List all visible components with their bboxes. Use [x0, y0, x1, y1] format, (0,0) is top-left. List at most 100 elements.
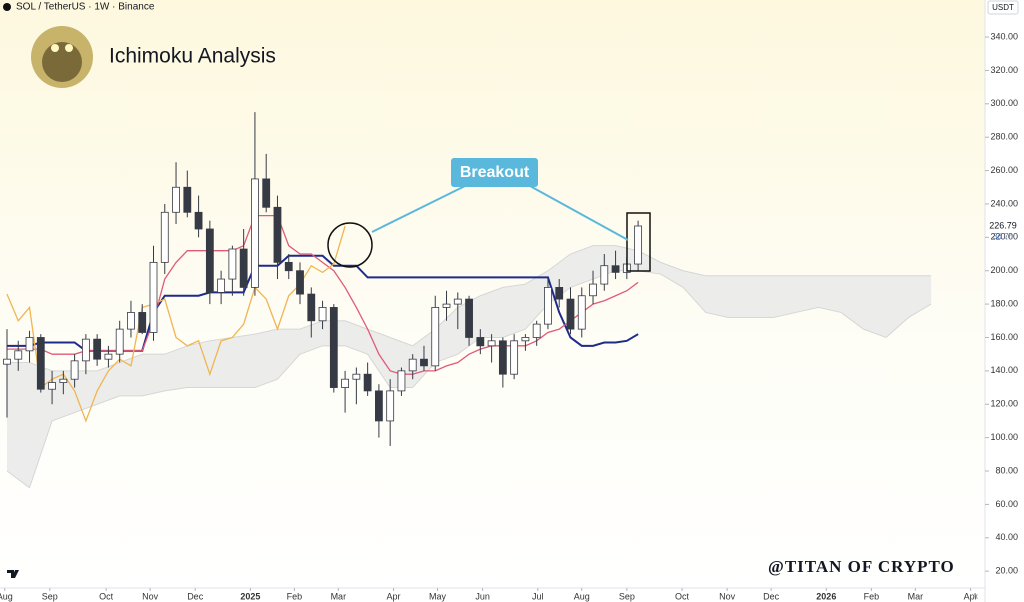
annotation-line [371, 185, 466, 233]
y-tick-label: 200.00 [990, 265, 1018, 275]
x-tick-label: Jul [532, 591, 544, 601]
candle-body [127, 312, 135, 330]
x-tick-label: Dec [187, 591, 204, 601]
candle-body [566, 298, 575, 330]
x-tick-label: Aug [574, 591, 590, 601]
candle-body [205, 228, 214, 293]
candle-body [341, 378, 349, 388]
candle-body [25, 337, 34, 352]
candle-body [138, 312, 147, 333]
candle-body [251, 178, 259, 288]
x-tick-label: Oct [675, 591, 690, 601]
candle-body [352, 373, 361, 380]
x-tick-label: Sep [42, 591, 58, 601]
annotation: Breakout [460, 164, 530, 181]
candle-body [634, 225, 643, 265]
x-tick-label: Feb [864, 591, 880, 601]
x-tick-label: Dec [763, 591, 780, 601]
candle-body [453, 298, 462, 305]
candle-body [104, 353, 113, 360]
x-tick-label: 2025 [240, 591, 260, 601]
x-tick-label: Jun [475, 591, 490, 601]
candle-body [532, 323, 541, 338]
candle-body [81, 338, 90, 362]
candle-body [217, 278, 226, 293]
candle-body [296, 270, 304, 295]
candle-body [363, 373, 372, 392]
candle-body [465, 298, 473, 338]
candle-body [498, 340, 507, 375]
y-tick-label: 160.00 [990, 332, 1018, 342]
price-axis [985, 0, 1024, 602]
logo [7, 570, 19, 578]
candle-body [577, 295, 586, 330]
countdown: 3d 7h [993, 232, 1013, 241]
y-tick-label: 240.00 [990, 198, 1018, 208]
candle-body [318, 307, 327, 322]
candle-body [262, 178, 271, 208]
auto-scale-button[interactable]: A [972, 592, 978, 601]
candle-body [14, 350, 23, 360]
candle-body [374, 390, 383, 422]
candle-body [487, 340, 496, 347]
candle-body [93, 338, 102, 360]
x-tick-label: Apr [387, 591, 401, 601]
y-tick-label: 280.00 [990, 132, 1018, 142]
candle-body [115, 328, 124, 355]
candle-body [420, 358, 428, 367]
x-tick-label: Oct [99, 591, 114, 601]
watermark: @TITAN OF CRYPTO [768, 557, 955, 576]
candle-body [544, 287, 552, 325]
x-tick-label: 2026 [816, 591, 836, 601]
candle-body [589, 283, 597, 297]
candle-body [70, 360, 79, 380]
y-tick-label: 140.00 [990, 365, 1018, 375]
candle-body [555, 287, 564, 300]
y-tick-label: 20.00 [995, 566, 1018, 576]
avatar [42, 42, 82, 82]
chart-title: Ichimoku Analysis [109, 45, 276, 68]
symbol-icon [3, 3, 11, 11]
candle-body [273, 206, 282, 263]
x-tick-label: Nov [142, 591, 159, 601]
candle-body [284, 261, 293, 272]
y-tick-label: 260.00 [990, 165, 1018, 175]
last-price-label: 226.79 [989, 220, 1017, 230]
candle-body [510, 340, 519, 375]
currency[interactable]: USDT [992, 3, 1014, 12]
candle-body [442, 303, 451, 308]
candle-body [431, 307, 440, 367]
candle-body [149, 261, 158, 333]
candle-body [386, 390, 395, 422]
candle-body [408, 358, 417, 372]
x-tick-label: Feb [287, 591, 303, 601]
highlight-box [626, 212, 651, 272]
candle-body [172, 186, 180, 213]
y-tick-label: 320.00 [990, 65, 1018, 75]
x-tick-label: May [429, 591, 447, 601]
cloud-edge [6, 270, 932, 489]
y-tick-label: 80.00 [995, 465, 1018, 475]
currency-box[interactable] [987, 0, 1019, 15]
annotation-line [529, 185, 629, 241]
y-tick-label: 300.00 [990, 98, 1018, 108]
highlight-circle [327, 222, 373, 268]
candle-body [476, 337, 485, 347]
x-tick-label: Mar [908, 591, 924, 601]
candle-body [59, 378, 68, 383]
candle-body [160, 211, 169, 263]
candle-body [611, 265, 620, 273]
symbol-header[interactable]: SOL / TetherUS · 1W · Binance [16, 2, 155, 13]
y-tick-label: 340.00 [990, 31, 1018, 41]
candle-body [329, 307, 338, 388]
x-tick-label: Apr [964, 591, 978, 601]
y-tick-label: 120.00 [990, 399, 1018, 409]
y-tick-label: 180.00 [990, 298, 1018, 308]
y-tick-label: 60.00 [995, 499, 1018, 509]
candle-body [521, 337, 530, 342]
candle-body [397, 370, 406, 392]
indicator-line [6, 214, 639, 375]
x-tick-label: Aug [0, 591, 13, 601]
candle-body [600, 265, 609, 285]
